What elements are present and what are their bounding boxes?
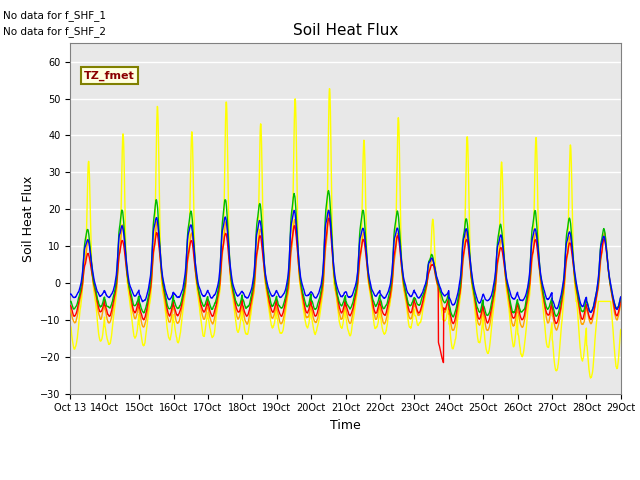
Text: No data for f_SHF_1: No data for f_SHF_1 bbox=[3, 10, 106, 21]
X-axis label: Time: Time bbox=[330, 419, 361, 432]
Y-axis label: Soil Heat Flux: Soil Heat Flux bbox=[22, 175, 35, 262]
Title: Soil Heat Flux: Soil Heat Flux bbox=[293, 23, 398, 38]
Text: No data for f_SHF_2: No data for f_SHF_2 bbox=[3, 26, 106, 37]
Legend: SHF1, SHF2, SHF3, SHF4, SHF5: SHF1, SHF2, SHF3, SHF4, SHF5 bbox=[119, 477, 572, 480]
Text: TZ_fmet: TZ_fmet bbox=[84, 70, 135, 81]
